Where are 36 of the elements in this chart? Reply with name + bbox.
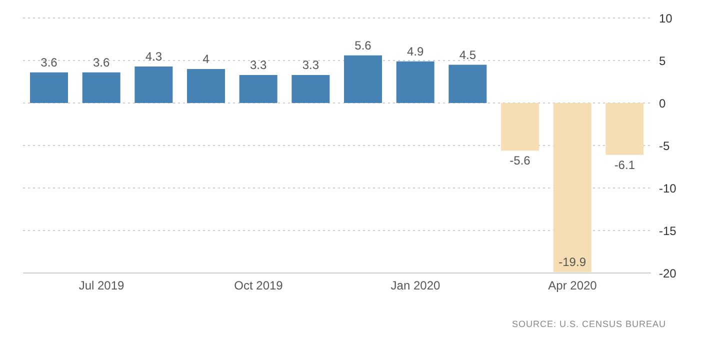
- data-label: 4.9: [406, 44, 424, 58]
- bar: [448, 64, 487, 103]
- bar: [553, 103, 592, 272]
- data-label: 4: [202, 52, 210, 66]
- y-tick-label: -20: [659, 266, 677, 280]
- y-tick-label: 0: [659, 96, 666, 110]
- bar: [134, 66, 173, 103]
- bar: [239, 74, 278, 103]
- y-tick-label: -5: [659, 138, 670, 153]
- bar: [82, 72, 120, 103]
- data-label: 3.6: [40, 55, 58, 70]
- bar: [344, 55, 382, 103]
- data-label: -6.1: [614, 158, 636, 172]
- data-label: -5.6: [510, 154, 531, 168]
- source-note: SOURCE: U.S. CENSUS BUREAU: [512, 319, 666, 329]
- data-label: 3.3: [302, 58, 320, 72]
- bar: [606, 103, 644, 155]
- x-tick-label: Jul 2019: [78, 278, 125, 293]
- data-label: 4.3: [145, 49, 162, 64]
- x-tick-label: Apr 2020: [548, 278, 598, 293]
- y-tick-label: 10: [659, 11, 673, 26]
- y-tick-label: 5: [659, 54, 666, 68]
- y-tick-label: -10: [659, 181, 677, 196]
- y-tick-label: -15: [659, 224, 677, 238]
- data-label: 3.6: [92, 55, 110, 70]
- data-label: 4.5: [459, 48, 476, 62]
- data-label: 5.6: [354, 38, 372, 52]
- data-label: 3.3: [250, 58, 267, 72]
- bar: [396, 61, 434, 103]
- data-label: -19.9: [558, 255, 586, 270]
- x-tick-label: Oct 2019: [234, 278, 284, 293]
- x-tick-label: Jan 2020: [390, 278, 441, 293]
- bar: [501, 103, 539, 151]
- bar: [187, 69, 225, 103]
- bar: [30, 72, 68, 103]
- bar: [292, 74, 330, 103]
